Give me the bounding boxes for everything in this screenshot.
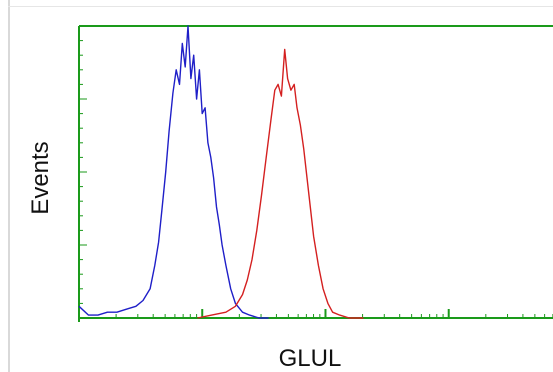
series-layer <box>78 25 364 319</box>
axes <box>78 25 553 322</box>
frame-top-rule <box>8 6 553 7</box>
frame-left-rule <box>8 0 10 372</box>
histogram-series-line <box>197 48 364 319</box>
histogram-series-line <box>78 25 269 319</box>
y-axis-label: Events <box>27 141 54 214</box>
x-axis-label: GLUL <box>279 345 342 372</box>
